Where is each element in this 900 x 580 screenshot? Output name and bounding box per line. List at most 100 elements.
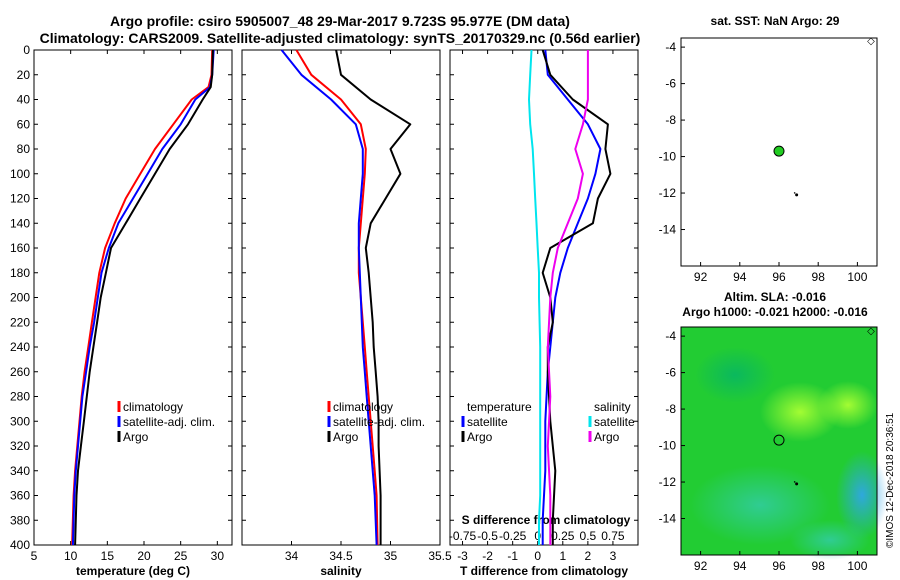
- track-point-marker: [795, 193, 799, 197]
- x-tick-label: 15: [101, 549, 115, 563]
- series-line-climatology: [295, 49, 379, 546]
- map-x-tick-label: 94: [733, 559, 747, 573]
- depth-tick-label: 220: [10, 315, 30, 329]
- depth-tick-label: 40: [17, 93, 31, 107]
- difference-panel-frame: [449, 49, 639, 546]
- temp-legend-1-label: satellite-adj. clim.: [123, 415, 215, 429]
- depth-tick-label: 200: [10, 291, 30, 305]
- sst-map-title: sat. SST: NaN Argo: 29: [711, 14, 840, 28]
- depth-tick-label: 340: [10, 464, 30, 478]
- series-line-argo: [74, 49, 214, 546]
- diff-temp-legend-1-label: Argo: [467, 430, 493, 444]
- diff-sal-legend-1-label: Argo: [594, 430, 620, 444]
- map-x-tick-label: 92: [694, 270, 708, 284]
- s-diff-tick-label: 0.5: [580, 529, 597, 543]
- map-y-tick-label: -8: [665, 402, 676, 416]
- map-y-tick-label: -6: [665, 366, 676, 380]
- sla-heatmap: [681, 327, 888, 560]
- map-y-tick-label: -10: [659, 439, 677, 453]
- x-tick-label: 35: [384, 549, 398, 563]
- x-tick-label: 34: [285, 549, 299, 563]
- x-tick-label: 0: [534, 549, 541, 563]
- series-line-t-satellite: [541, 49, 602, 545]
- series-line-s-argo: [546, 50, 589, 545]
- sal-legend-1-label: satellite-adj. clim.: [333, 415, 425, 429]
- map-x-tick-label: 100: [847, 559, 867, 573]
- s-diff-tick-label: 0.25: [551, 529, 575, 543]
- diff-legend-temperature-title: temperature: [467, 400, 532, 414]
- depth-tick-label: 80: [17, 142, 31, 156]
- sst-map-corner-icon: ◇: [867, 36, 875, 47]
- map-y-tick-label: -8: [665, 113, 676, 127]
- map-x-tick-label: 100: [847, 270, 867, 284]
- s-diff-tick-label: -0.25: [499, 529, 527, 543]
- map-y-tick-label: -14: [659, 512, 677, 526]
- argo-position-marker: [773, 434, 785, 446]
- imos-side-label: ©IMOS 12-Dec-2018 20:36:51: [885, 412, 896, 548]
- x-tick-label: -2: [482, 549, 493, 563]
- temperature-xlabel: temperature (deg C): [76, 564, 190, 578]
- sal-legend-0-label: climatology: [333, 400, 393, 414]
- temperature-panel-frame: [33, 49, 233, 546]
- depth-tick-label: 60: [17, 117, 31, 131]
- sal-legend-2-label: Argo: [333, 430, 359, 444]
- argo-position-marker: [773, 145, 785, 157]
- x-tick-label: 5: [31, 549, 38, 563]
- depth-tick-label: 20: [17, 68, 31, 82]
- sla-map-title-line-2: Argo h1000: -0.021 h2000: -0.016: [682, 305, 868, 319]
- depth-tick-label: 0: [23, 43, 30, 57]
- profile-lines: [71, 49, 612, 546]
- map-x-tick-label: 94: [733, 270, 747, 284]
- map-markers: 92 94 96 98 100 -4 -6 -8 -10 -12 -14 92 94 96 98 100 -4 -…: [659, 40, 868, 573]
- series-line-argo: [335, 49, 412, 545]
- diff-legend-salinity-title: salinity: [594, 400, 631, 414]
- depth-tick-label: 120: [10, 192, 30, 206]
- x-tick-label: 2: [585, 549, 592, 563]
- series-line-climatology: [71, 49, 214, 546]
- x-tick-label: 35.5: [428, 549, 452, 563]
- depth-tick-label: 280: [10, 390, 30, 404]
- x-tick-label: 1: [559, 549, 566, 563]
- series-line-satellite-adj-clim-: [71, 49, 215, 546]
- depth-tick-label: 100: [10, 167, 30, 181]
- x-tick-label: 20: [137, 549, 151, 563]
- x-tick-label: 3: [610, 549, 617, 563]
- map-x-tick-label: 92: [694, 559, 708, 573]
- depth-tick-label: 140: [10, 216, 30, 230]
- sla-map-title-line-1: Altim. SLA: -0.016: [724, 290, 826, 304]
- x-tick-label: -1: [507, 549, 518, 563]
- x-tick-label: 10: [64, 549, 78, 563]
- difference-xlabel: T difference from climatology: [460, 564, 628, 578]
- map-y-tick-label: -12: [659, 475, 677, 489]
- map-y-tick-label: -14: [659, 223, 677, 237]
- s-diff-tick-label: 0.75: [601, 529, 625, 543]
- track-point-marker: [793, 481, 796, 483]
- map-x-tick-label: 98: [812, 559, 826, 573]
- depth-tick-label: 260: [10, 365, 30, 379]
- series-line-satellite-adj-clim-: [280, 49, 378, 546]
- map-y-tick-label: -12: [659, 186, 677, 200]
- depth-tick-label: 360: [10, 489, 30, 503]
- temp-legend-2-label: Argo: [123, 430, 149, 444]
- s-diff-tick-label: 0: [534, 529, 541, 543]
- map-x-tick-label: 98: [812, 270, 826, 284]
- title-line-2: Climatology: CARS2009. Satellite-adjuste…: [40, 30, 641, 46]
- sla-map-corner-icon: ◇: [867, 326, 875, 337]
- x-tick-label: -3: [457, 549, 468, 563]
- depth-tick-label: 400: [10, 538, 30, 552]
- s-diff-tick-label: -0.75: [449, 529, 477, 543]
- depth-tick-label: 240: [10, 340, 30, 354]
- depth-tick-label: 320: [10, 439, 30, 453]
- map-x-tick-label: 96: [772, 270, 786, 284]
- series-line-s-satellite: [528, 49, 542, 545]
- salinity-xlabel: salinity: [320, 564, 362, 578]
- depth-tick-label: 300: [10, 414, 30, 428]
- temp-legend-0-label: climatology: [123, 400, 183, 414]
- axis-ticks: 0204060801001201401601802002202402602803…: [10, 43, 638, 563]
- diff-sal-legend-0-label: satellite: [594, 415, 635, 429]
- title-line-1: Argo profile: csiro 5905007_48 29-Mar-20…: [110, 13, 570, 29]
- depth-tick-label: 380: [10, 513, 30, 527]
- x-tick-label: 34.5: [329, 549, 353, 563]
